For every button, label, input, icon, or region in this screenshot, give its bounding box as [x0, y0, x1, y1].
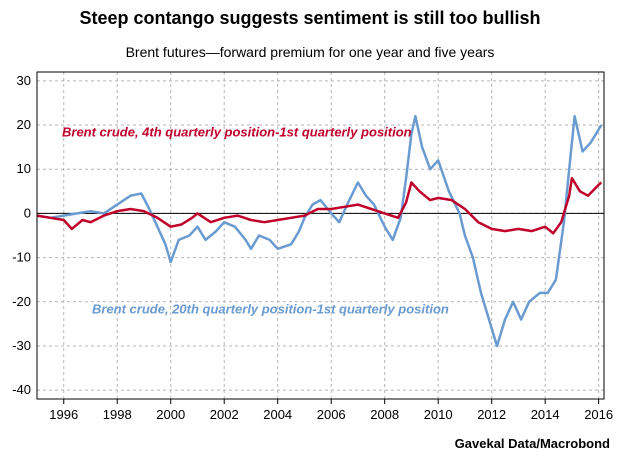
x-tick-label: 2002	[210, 407, 239, 422]
chart-subtitle: Brent futures—forward premium for one ye…	[125, 44, 495, 60]
grid-lines	[37, 72, 604, 399]
series-line-20th-quarterly	[36, 114, 603, 348]
y-axis-ticks: 30 20 10 0 -10 -20 -30 -40	[12, 73, 31, 397]
y-tick-label: 20	[17, 117, 31, 132]
y-tick-label: -30	[12, 338, 31, 353]
x-axis-ticks: 1996 1998 2000 2002 2004 2006 2008 2010 2012 2014…	[49, 399, 613, 422]
y-tick-label: -20	[12, 294, 31, 309]
x-tick-label: 2008	[370, 407, 399, 422]
annotation-red-series: Brent crude, 4th quarterly position-1st …	[62, 125, 412, 140]
chart-title: Steep contango suggests sentiment is sti…	[79, 8, 541, 28]
series-group	[36, 114, 603, 348]
series-line-4th-quarterly	[36, 176, 603, 235]
source-label: Gavekal Data/Macrobond	[454, 436, 610, 451]
x-tick-label: 1996	[49, 407, 78, 422]
annotation-blue-series: Brent crude, 20th quarterly position-1st…	[92, 301, 449, 316]
x-tick-label: 1998	[103, 407, 132, 422]
y-tick-label: -40	[12, 382, 31, 397]
y-tick-label: 10	[17, 161, 31, 176]
x-tick-label: 2016	[584, 407, 613, 422]
y-tick-label: -10	[12, 250, 31, 265]
x-tick-label: 2014	[531, 407, 560, 422]
x-tick-label: 2006	[317, 407, 346, 422]
x-tick-label: 2010	[424, 407, 453, 422]
plot-frame	[36, 71, 605, 400]
y-tick-label: 30	[17, 73, 31, 88]
x-tick-label: 2004	[263, 407, 292, 422]
x-tick-label: 2012	[477, 407, 506, 422]
y-tick-label: 0	[24, 205, 31, 220]
x-tick-label: 2000	[156, 407, 185, 422]
